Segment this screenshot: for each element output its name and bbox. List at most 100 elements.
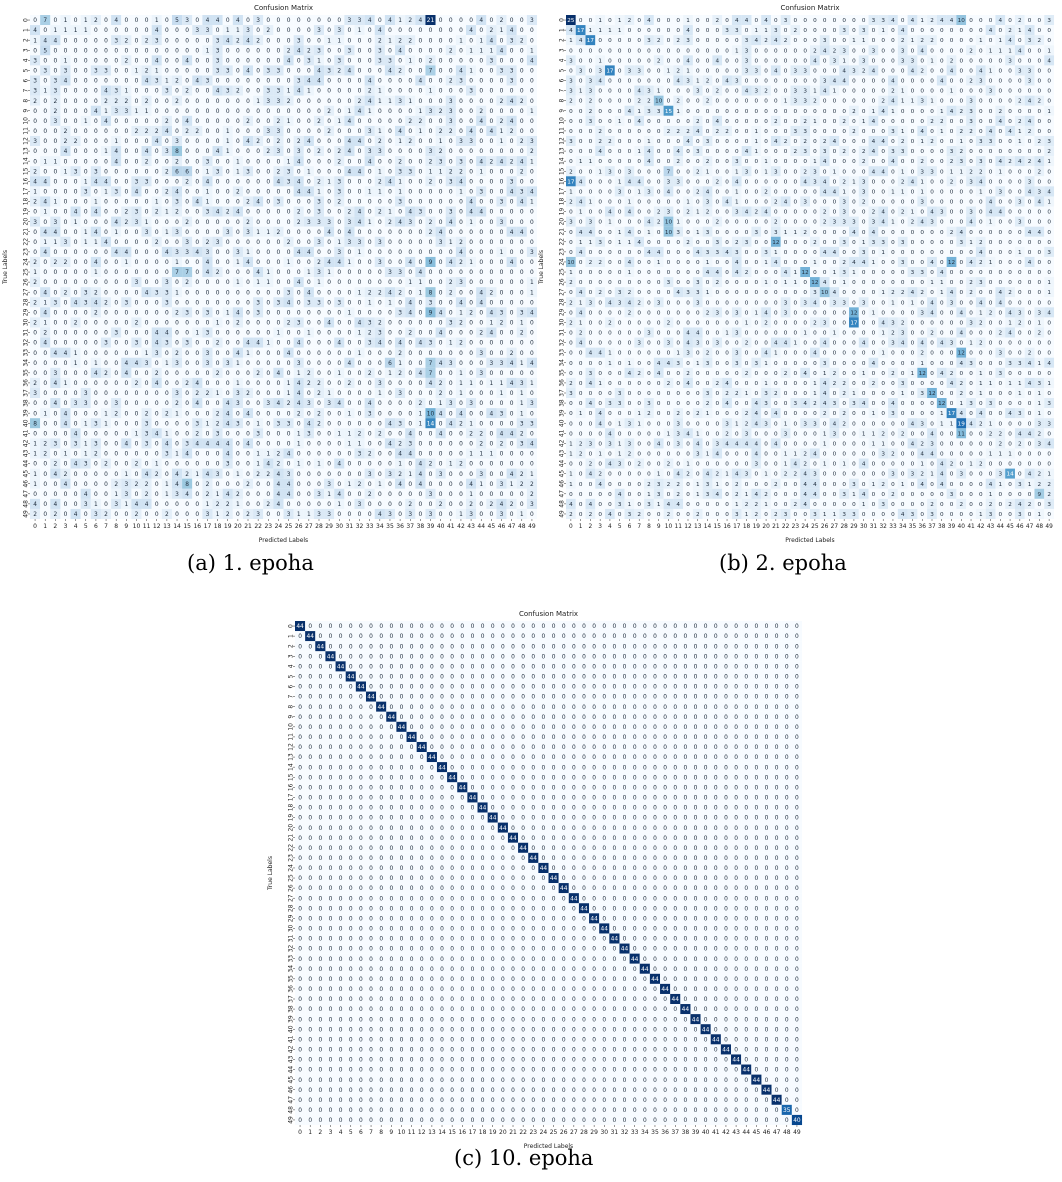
heatmap-cell [466, 377, 477, 389]
cell-value-label: 2 [287, 99, 291, 105]
cell-value-label: 0 [216, 381, 220, 387]
cell-value-label: 0 [398, 260, 402, 266]
cell-value-label: 2 [378, 210, 382, 216]
heatmap-cell [182, 45, 193, 56]
cell-value-label: 0 [337, 351, 341, 357]
heatmap-cell [455, 287, 467, 298]
heatmap-cell [111, 337, 122, 348]
cell-value-label: 0 [226, 99, 230, 105]
heatmap-cell [40, 256, 51, 268]
heatmap-cell [80, 156, 91, 167]
cell-value-label: 4 [236, 310, 240, 316]
cell-value-label: 0 [195, 109, 199, 115]
cell-value-label: 0 [94, 331, 98, 337]
heatmap-cell [354, 95, 365, 106]
cell-value-label: 1 [43, 210, 47, 216]
heatmap-cell [496, 166, 507, 177]
heatmap-cell [354, 277, 365, 288]
cell-value-label: 0 [408, 240, 412, 246]
heatmap-cell [303, 297, 314, 308]
cell-value-label: 4 [43, 200, 47, 206]
cell-value-label: 1 [64, 452, 68, 458]
cell-value-label: 0 [337, 169, 341, 175]
heatmap-cell [405, 65, 416, 76]
heatmap-cell [141, 95, 152, 106]
heatmap-cell [60, 488, 71, 499]
cell-value-label: 0 [337, 391, 341, 397]
cell-value-label: 2 [398, 290, 402, 296]
cell-value-label: 0 [185, 149, 189, 155]
heatmap-cell [242, 156, 254, 167]
heatmap-cell [384, 408, 396, 419]
cell-value-label: 0 [337, 321, 341, 327]
heatmap-cell [131, 317, 142, 328]
cell-value-label: 2 [429, 220, 433, 226]
heatmap-cell [80, 135, 91, 147]
heatmap-cell [324, 15, 335, 26]
cell-value-label: 0 [236, 442, 240, 448]
cell-value-label: 0 [287, 270, 291, 276]
cell-value-label: 2 [317, 421, 321, 427]
heatmap-cell [273, 166, 284, 177]
cell-value-label: 0 [429, 351, 433, 357]
cell-value-label: 0 [479, 200, 483, 206]
cell-value-label: 0 [348, 28, 352, 34]
heatmap-cell [466, 398, 477, 409]
cell-value-label: 0 [236, 452, 240, 458]
heatmap-cell [374, 357, 385, 368]
heatmap-cell [50, 377, 61, 389]
heatmap-cell [182, 176, 193, 187]
cell-value-label: 0 [358, 472, 362, 478]
heatmap-cell [313, 35, 325, 46]
heatmap-cell [283, 478, 294, 489]
cell-value-label: 2 [398, 351, 402, 357]
cell-value-label: 0 [155, 401, 159, 407]
cell-value-label: 0 [429, 270, 433, 276]
cell-value-label: 0 [64, 512, 68, 518]
heatmap-cell [192, 428, 203, 439]
heatmap-cell [242, 337, 254, 348]
cell-value-label: 2 [33, 381, 37, 387]
cell-value-label: 0 [358, 310, 362, 316]
cell-value-label: 0 [206, 230, 210, 236]
heatmap-cell [111, 135, 122, 147]
heatmap-cell [425, 267, 436, 278]
heatmap-cell [131, 458, 142, 469]
cell-value-label: 0 [74, 452, 78, 458]
heatmap-cell [151, 95, 162, 106]
heatmap-cell [212, 75, 223, 86]
heatmap-cell [30, 418, 41, 429]
heatmap-cell [303, 418, 314, 429]
cell-value-label: 3 [94, 69, 98, 75]
cell-value-label: 3 [145, 421, 149, 427]
heatmap-cell [445, 428, 456, 439]
cell-value-label: 4 [175, 190, 179, 196]
heatmap-cell [435, 387, 446, 399]
cell-value-label: 3 [145, 442, 149, 448]
cell-value-label: 0 [297, 18, 301, 24]
cell-value-label: 3 [104, 69, 108, 75]
heatmap-cell [476, 478, 487, 489]
cell-value-label: 0 [33, 431, 37, 437]
cell-value-label: 0 [74, 190, 78, 196]
heatmap-cell [182, 35, 193, 46]
cell-value-label: 0 [398, 119, 402, 125]
cell-value-label: 0 [358, 371, 362, 377]
heatmap-cell [80, 176, 91, 187]
cell-value-label: 1 [226, 129, 230, 135]
heatmap-cell [161, 55, 173, 66]
cell-value-label: 2 [155, 129, 159, 135]
heatmap-cell [476, 226, 487, 237]
cell-value-label: 1 [398, 18, 402, 24]
cell-value-label: 0 [317, 159, 321, 165]
cell-value-label: 0 [520, 69, 524, 75]
heatmap-cell [334, 25, 345, 36]
cell-value-label: 0 [53, 492, 57, 498]
cell-value-label: 0 [195, 119, 199, 125]
cell-value-label: 0 [236, 79, 240, 85]
cell-value-label: 2 [94, 310, 98, 316]
heatmap-cell [40, 115, 51, 126]
heatmap-cell [232, 377, 243, 389]
cell-value-label: 3 [368, 411, 372, 417]
heatmap-cell [273, 277, 284, 288]
